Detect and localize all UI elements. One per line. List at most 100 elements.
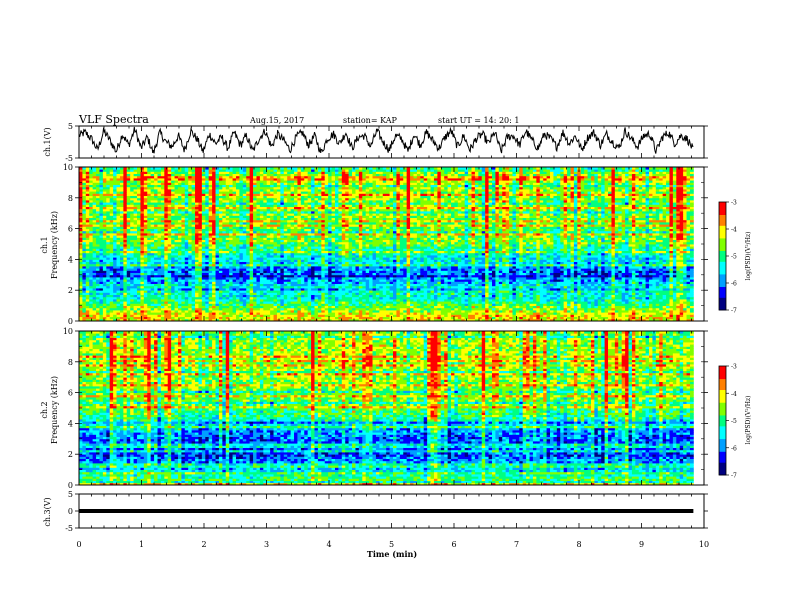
ch1-spectrogram-cell (106, 272, 111, 276)
ch1-spectrogram-cell (109, 314, 114, 317)
ch1-spectrogram-cell (218, 202, 223, 205)
ch1-spectrogram-cell (225, 268, 230, 271)
ch1-spectrogram-cell (137, 180, 141, 183)
ch1-spectrogram-cell (79, 186, 83, 190)
ch1-spectrogram-cell (218, 281, 223, 284)
ch1-spectrogram-cell (174, 268, 179, 271)
ch1-spectrogram-cell (113, 224, 117, 227)
ch1-spectrogram-cell (113, 266, 117, 269)
ch1-spectrogram-cell (201, 294, 206, 298)
ch1-spectrogram-cell (188, 239, 193, 243)
ch1-spectrogram-cell (215, 272, 220, 276)
ch1-spectrogram-cell (164, 283, 169, 287)
ch1-spectrogram-cell (236, 292, 240, 295)
ch1-spectrogram-cell (102, 186, 107, 190)
ch1-spectrogram-cell (184, 219, 189, 223)
ch1-spectrogram-cell (164, 303, 169, 306)
ch1-spectrogram-cell (130, 202, 135, 205)
ch1-spectrogram-cell (181, 239, 186, 243)
ch1-spectrogram-cell (188, 186, 193, 190)
ch1-spectrogram-cell (82, 274, 87, 278)
ch1-spectrogram-cell (157, 272, 162, 276)
ch1-spectrogram-cell (130, 224, 135, 227)
ch1-spectrogram-cell (232, 268, 237, 271)
ch1-spectrogram-cell (218, 299, 223, 302)
ch1-spectrogram-cell (222, 266, 227, 269)
ch1-spectrogram-cell (82, 248, 87, 251)
ch1-spectrogram-cell (198, 211, 203, 214)
ch1-spectrogram-cell (236, 270, 240, 273)
ch1-spectrogram-cell (229, 175, 233, 179)
ch1-spectrogram-cell (164, 266, 169, 269)
ch1-spectrogram-cell (154, 235, 158, 238)
ch1-spectrogram-cell (113, 178, 117, 181)
ch1-spectrogram-cell (92, 312, 97, 315)
ch1-spectrogram-cell (167, 252, 172, 256)
ch1-spectrogram-cell (140, 213, 145, 216)
ch1-spectrogram-cell (106, 277, 111, 280)
ch1-spectrogram-cell (137, 226, 141, 229)
ch1-spectrogram-cell (232, 184, 237, 188)
ch1-spectrogram-cell (174, 228, 179, 232)
ch1-spectrogram-cell (225, 288, 230, 291)
ch1-spectrogram-cell (212, 288, 216, 291)
ch1-spectrogram-cell (239, 211, 244, 214)
ch1-spectrogram-cell (191, 206, 196, 210)
ch1-spectrogram-cell (215, 270, 220, 273)
ch1-spectrogram-cell (143, 294, 148, 298)
ch1-spectrogram-cell (137, 246, 141, 249)
ch1-spectrogram-cell (191, 250, 196, 254)
ch1-spectrogram-cell (181, 217, 186, 221)
ch1-spectrogram-cell (174, 215, 179, 218)
ch1-spectrogram-cell (119, 180, 124, 183)
ch1-spectrogram-cell (92, 219, 97, 223)
ch1-spectrogram-cell (119, 167, 124, 170)
ch1-spectrogram-cell (208, 314, 213, 317)
ch1-spectrogram-cell (96, 288, 100, 291)
ch1-spectrogram-cell (195, 208, 199, 212)
ch1-spectrogram-cell (85, 184, 90, 188)
ch1-spectrogram-cell (201, 186, 206, 190)
ch1-spectrogram-cell (171, 318, 175, 322)
ch1-spectrogram-cell (184, 292, 189, 295)
ch1-spectrogram-cell (212, 248, 216, 251)
ch1-spectrogram-cell (171, 299, 175, 302)
ch1-spectrogram-cell (222, 213, 227, 216)
ch1-spectrogram-cell (195, 186, 199, 190)
ch1-spectrogram-cell (212, 171, 216, 174)
ch1-spectrogram-cell (184, 202, 189, 205)
ch1-spectrogram-cell (126, 303, 131, 306)
ch1-spectrogram-cell (106, 235, 111, 238)
ch1-spectrogram-cell (150, 281, 155, 284)
ch1-spectrogram-cell (85, 274, 90, 278)
ch1-spectrogram-cell (222, 197, 227, 201)
ch1-spectrogram-cell (126, 290, 131, 293)
ch1-spectrogram-cell (157, 189, 162, 192)
ch1-spectrogram-cell (218, 173, 223, 177)
ch1-spectrogram-cell (188, 182, 193, 185)
ch1-spectrogram-cell (236, 180, 240, 183)
ch1-spectrogram-cell (137, 182, 141, 185)
ch1-spectrogram-cell (201, 173, 206, 177)
ch1-spectrogram-cell (85, 314, 90, 317)
ch1-spectrogram-cell (133, 200, 138, 203)
ch1-spectrogram-cell (157, 279, 162, 282)
ch1-spectrogram-cell (133, 294, 138, 298)
ch1-spectrogram-cell (160, 292, 165, 295)
ch1-spectrogram-cell (174, 169, 179, 172)
ch1-spectrogram-cell (82, 301, 87, 304)
ch1-spectrogram-cell (184, 241, 189, 245)
ch1-spectrogram-cell (239, 224, 244, 227)
ch1-spectrogram-cell (232, 270, 237, 273)
ch1-spectrogram-cell (140, 272, 145, 276)
ch1-spectrogram-cell (130, 283, 135, 287)
ch1-spectrogram-cell (150, 171, 155, 174)
ch1-spectrogram-cell (150, 292, 155, 295)
ch1-spectrogram-cell (123, 250, 128, 254)
ch1-spectrogram-cell (106, 244, 111, 247)
ch1-spectrogram-cell (137, 294, 141, 298)
ch1-spectrogram-cell (174, 255, 179, 258)
ch1-spectrogram-cell (229, 186, 233, 190)
ch1-spectrogram-cell (119, 272, 124, 276)
ch1-spectrogram-cell (167, 213, 172, 216)
